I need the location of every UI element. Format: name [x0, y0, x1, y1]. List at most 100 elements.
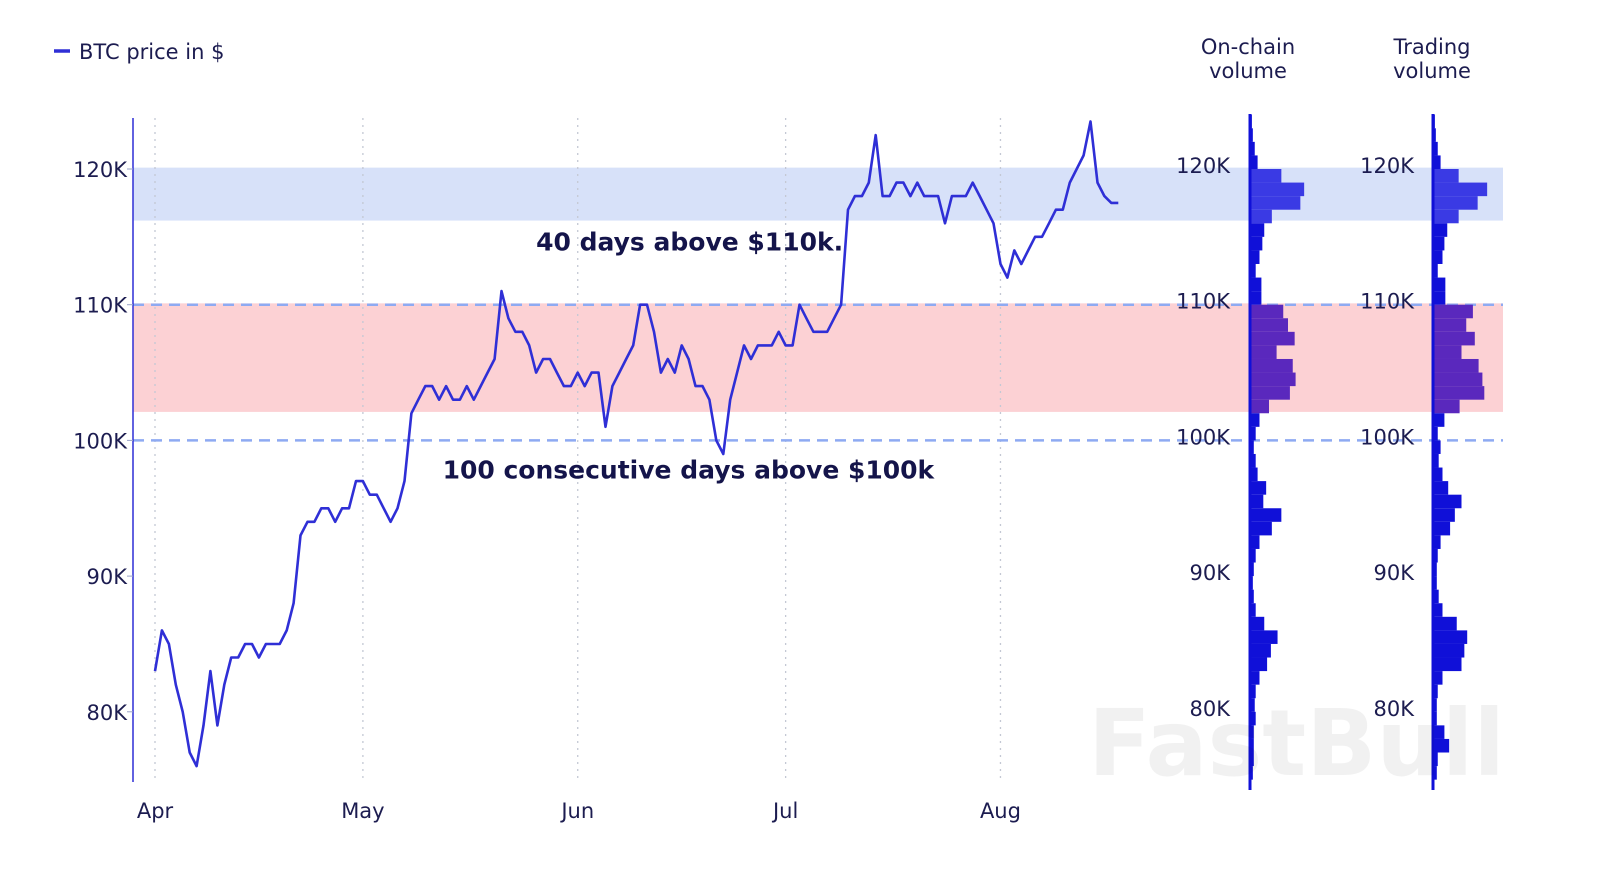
volume-bar-onchain — [1250, 291, 1262, 305]
volume-bar-trading — [1433, 209, 1459, 224]
volume-bar-trading — [1433, 494, 1462, 509]
volume-bar-onchain — [1250, 657, 1268, 672]
volume-y-tick-label-trading: 100K — [1360, 425, 1415, 449]
volume-bar-trading — [1433, 684, 1438, 699]
volume-bar-trading — [1433, 576, 1437, 590]
volume-bar-onchain — [1250, 548, 1256, 563]
volume-bar-trading — [1433, 616, 1457, 631]
volume-bar-trading — [1433, 725, 1445, 739]
volume-bar-onchain — [1250, 209, 1272, 224]
volume-bar-trading — [1433, 372, 1483, 387]
volume-bar-onchain — [1250, 453, 1256, 468]
volume-bar-trading — [1433, 250, 1443, 264]
volume-bar-onchain — [1250, 752, 1254, 767]
volume-bar-trading — [1433, 603, 1443, 617]
volume-bar-trading — [1433, 263, 1438, 278]
on-chain-volume-title-line1: On-chain — [1201, 35, 1295, 59]
watermark: FastBull — [1088, 690, 1505, 797]
volume-bar-trading — [1433, 426, 1438, 441]
volume-bar-onchain — [1250, 318, 1288, 332]
volume-bar-onchain — [1250, 250, 1260, 264]
volume-bar-trading — [1433, 711, 1437, 726]
volume-bar-onchain — [1250, 277, 1262, 292]
volume-bar-onchain — [1250, 386, 1290, 400]
volume-bar-onchain — [1250, 182, 1305, 197]
volume-bar-onchain — [1250, 725, 1254, 739]
volume-bar-trading — [1433, 345, 1462, 359]
volume-bar-trading — [1433, 657, 1462, 672]
volume-bar-trading — [1433, 698, 1437, 712]
volume-bar-trading — [1433, 169, 1459, 183]
volume-y-tick-label-onchain: 100K — [1176, 425, 1231, 449]
volume-bar-trading — [1433, 141, 1438, 156]
volume-bar-trading — [1433, 453, 1439, 468]
volume-bar-trading — [1433, 291, 1446, 305]
volume-bar-onchain — [1250, 345, 1277, 359]
volume-bar-trading — [1433, 304, 1473, 319]
volume-bar-onchain — [1250, 698, 1255, 712]
volume-bar-onchain — [1250, 155, 1258, 169]
trading-volume-title-line1: Trading — [1392, 35, 1470, 59]
volume-bar-onchain — [1250, 236, 1263, 251]
volume-bar-onchain — [1250, 223, 1265, 237]
volume-bar-trading — [1433, 358, 1479, 373]
y-tick-label: 100K — [73, 429, 128, 453]
volume-bar-trading — [1433, 630, 1468, 644]
x-tick-label: May — [341, 799, 384, 823]
volume-bar-trading — [1433, 277, 1446, 292]
volume-bar-onchain — [1250, 467, 1258, 482]
volume-bar-trading — [1433, 413, 1445, 427]
volume-bar-onchain — [1250, 738, 1254, 753]
volume-bar-onchain — [1250, 630, 1278, 644]
volume-bar-onchain — [1250, 372, 1296, 387]
volume-bar-trading — [1433, 562, 1437, 577]
trading-volume-title-line2: volume — [1393, 59, 1471, 83]
volume-bar-trading — [1433, 589, 1439, 604]
volume-bar-onchain — [1250, 562, 1254, 577]
volume-bar-trading — [1433, 535, 1441, 549]
x-tick-label: Apr — [137, 799, 174, 823]
volume-y-tick-label-trading: 120K — [1360, 154, 1415, 178]
btc-price-line — [153, 120, 1119, 768]
volume-bar-trading — [1433, 508, 1455, 522]
labels-layer: 80K 80K 80K 90K 90K 90K 100K 100K 100K 110K 110K 11… — [73, 154, 1415, 823]
volume-bar-trading — [1433, 440, 1441, 454]
volume-bar-onchain — [1250, 413, 1260, 427]
volume-bar-trading — [1433, 752, 1438, 767]
volume-bar-onchain — [1250, 440, 1254, 454]
volume-y-tick-label-onchain: 80K — [1190, 697, 1232, 721]
volume-y-tick-label-trading: 110K — [1360, 290, 1415, 314]
volume-bar-onchain — [1250, 711, 1256, 726]
annotation-1: 40 days above $110k. — [536, 227, 843, 256]
annotation-2: 100 consecutive days above $100k — [443, 455, 936, 484]
volume-bar-trading — [1433, 386, 1485, 400]
volume-bar-trading — [1433, 766, 1437, 780]
volume-bar-onchain — [1250, 603, 1256, 617]
volume-bar-trading — [1433, 155, 1441, 169]
volume-bar-trading — [1433, 223, 1448, 237]
volume-bar-onchain — [1250, 358, 1293, 373]
volume-bar-onchain — [1250, 684, 1256, 699]
volume-bar-onchain — [1250, 399, 1269, 414]
x-tick-label: Jun — [559, 799, 594, 823]
volume-bar-trading — [1433, 318, 1467, 332]
y-tick-label: 80K — [87, 701, 129, 725]
volume-bar-trading — [1433, 399, 1460, 414]
volume-bar-trading — [1433, 548, 1438, 563]
volume-bar-trading — [1433, 521, 1451, 536]
volume-bar-onchain — [1250, 494, 1264, 509]
volume-bar-onchain — [1250, 616, 1265, 631]
y-tick-label: 120K — [73, 158, 128, 182]
axes-layer — [127, 114, 1435, 790]
volume-y-tick-label-onchain: 110K — [1176, 290, 1231, 314]
volume-bar-trading — [1433, 671, 1443, 685]
volume-bar-onchain — [1250, 521, 1272, 536]
volume-bars-layer — [1250, 114, 1488, 780]
band-consolidation-range — [133, 303, 1503, 412]
y-tick-label: 110K — [73, 294, 128, 318]
volume-bar-onchain — [1250, 535, 1260, 549]
volume-bar-trading — [1433, 196, 1478, 210]
volume-bar-trading — [1433, 331, 1475, 346]
volume-bar-trading — [1433, 236, 1445, 251]
legend: BTC price in $ — [54, 40, 224, 64]
